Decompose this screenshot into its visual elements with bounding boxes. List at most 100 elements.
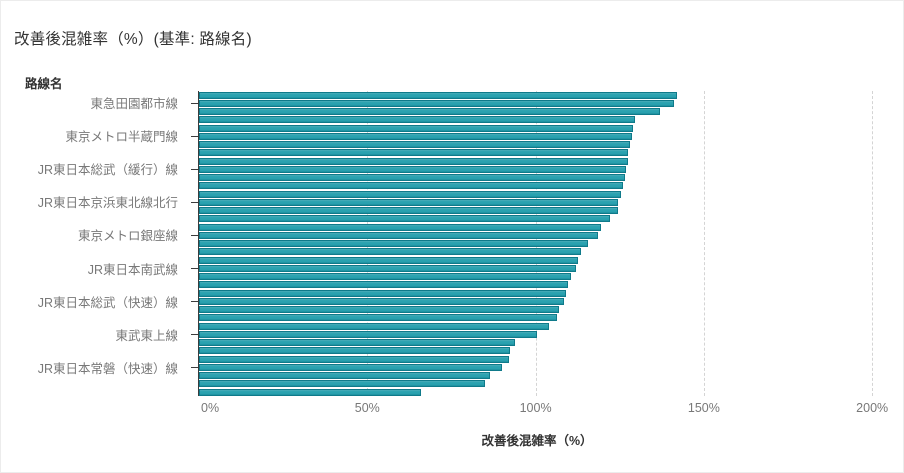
y-axis-tick-mark (191, 168, 198, 170)
bar-row (199, 157, 889, 165)
bar[interactable] (199, 372, 491, 380)
category-row: 東京メトロ半蔵門線 (1, 131, 191, 144)
y-axis-tick-mark (191, 234, 198, 236)
bar[interactable] (199, 141, 630, 149)
bar[interactable] (199, 256, 578, 264)
bar[interactable] (199, 116, 635, 124)
category-label[interactable]: 東京メトロ銀座線 (77, 229, 178, 244)
bar-row (199, 207, 889, 215)
category-row: JR東日本常磐（快速）線 (1, 363, 191, 376)
bar-row (199, 322, 889, 330)
category-row (1, 283, 191, 290)
y-axis-tick-mark (191, 102, 198, 105)
x-axis-ticks: 0% 50% 100% 150% 200% (1, 401, 903, 418)
bar-row (199, 132, 889, 140)
category-row (1, 117, 191, 124)
bar[interactable] (199, 149, 629, 157)
bar[interactable] (199, 132, 632, 140)
category-label[interactable]: JR東日本常磐（快速）線 (37, 361, 178, 376)
category-row (1, 349, 191, 356)
bar-row (199, 182, 889, 190)
x-axis-tick-label: 50% (354, 401, 380, 415)
category-label[interactable]: 東急田園都市線 (90, 96, 178, 111)
category-row (1, 342, 191, 349)
bar[interactable] (199, 281, 568, 289)
bar[interactable] (199, 347, 511, 355)
bar[interactable] (199, 388, 422, 396)
bar-row (199, 215, 889, 223)
bar[interactable] (199, 339, 516, 347)
category-label[interactable]: 東武東上線 (115, 328, 178, 343)
category-row (1, 177, 191, 184)
category-label[interactable]: 東京メトロ半蔵門線 (65, 130, 178, 144)
y-axis-tick-mark (191, 267, 198, 269)
bar[interactable] (199, 273, 571, 281)
bar-row (199, 289, 889, 297)
bar-row (199, 330, 889, 338)
bar[interactable] (199, 99, 674, 107)
category-row: JR東日本京浜東北線北行 (1, 197, 191, 210)
bar-row (199, 248, 889, 256)
y-axis-tick-mark (191, 366, 198, 368)
bar-row (199, 380, 889, 388)
bar[interactable] (199, 231, 598, 239)
bar[interactable] (199, 363, 502, 371)
bar[interactable] (199, 124, 634, 132)
bar[interactable] (199, 355, 509, 363)
x-axis-title: 改善後混雑率（%） (481, 434, 593, 448)
bar[interactable] (199, 314, 558, 322)
x-axis-tick-label: 200% (856, 401, 889, 415)
bar[interactable] (199, 297, 565, 305)
bar[interactable] (199, 190, 622, 198)
category-row (1, 276, 191, 283)
gridline (872, 91, 874, 396)
bar-row (199, 256, 889, 264)
bar[interactable] (199, 330, 538, 338)
bar-row (199, 314, 889, 322)
category-row (1, 210, 191, 217)
bar[interactable] (199, 264, 576, 272)
category-row (1, 250, 191, 257)
category-label[interactable]: JR東日本総武（緩行）線 (37, 163, 178, 178)
bar[interactable] (199, 289, 566, 297)
category-row (1, 316, 191, 323)
bar-row (199, 116, 889, 124)
category-row: 東急田園都市線 (1, 98, 191, 111)
bar-row (199, 174, 889, 182)
gridline (703, 91, 705, 396)
x-axis-tick-label: 150% (687, 401, 720, 415)
bar[interactable] (199, 215, 610, 223)
bar[interactable] (199, 223, 602, 231)
bar-row (199, 240, 889, 248)
y-axis-tick-mark (191, 135, 198, 138)
bar[interactable] (199, 165, 627, 173)
bar[interactable] (199, 174, 625, 182)
category-label[interactable]: JR東日本総武（快速）線 (37, 295, 178, 310)
bar-row (199, 388, 889, 396)
bar-row (199, 363, 889, 371)
bar[interactable] (199, 322, 550, 330)
bar-row (199, 273, 889, 281)
bar-row (199, 91, 889, 99)
bar[interactable] (199, 182, 624, 190)
bar-row (199, 372, 889, 380)
bar-row (199, 347, 889, 355)
bar[interactable] (199, 240, 588, 248)
bar[interactable] (199, 157, 629, 165)
bar[interactable] (199, 198, 619, 206)
category-label[interactable]: JR東日本南武線 (87, 262, 178, 277)
bar[interactable] (199, 207, 619, 215)
bar-row (199, 355, 889, 363)
bar-row (199, 223, 889, 231)
bar[interactable] (199, 91, 677, 99)
bar-row (199, 231, 889, 239)
bar[interactable] (199, 306, 560, 314)
category-row: JR東日本南武線 (1, 262, 191, 277)
bar[interactable] (199, 248, 582, 256)
bar[interactable] (199, 108, 661, 116)
category-row (1, 110, 191, 117)
bar[interactable] (199, 380, 486, 388)
category-row (1, 382, 191, 389)
bar-series (199, 91, 889, 396)
category-label[interactable]: JR東日本京浜東北線北行 (37, 196, 178, 211)
